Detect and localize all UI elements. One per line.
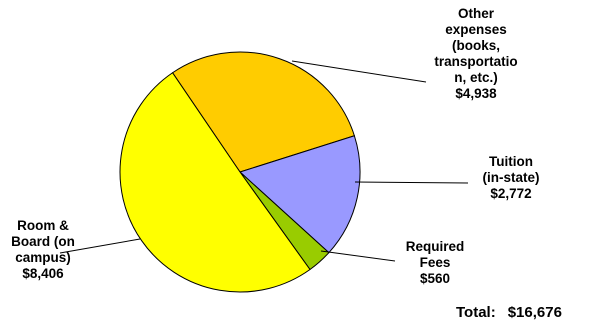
- total-amount: $16,676: [507, 304, 562, 321]
- label-other-expenses: Other expenses (books, transportatio n, …: [434, 6, 518, 101]
- label-room-board: Room & Board (on campus) $8,406: [11, 218, 75, 281]
- label-required-fees: Required Fees $560: [405, 239, 465, 286]
- label-tuition: Tuition (in-state) $2,772: [482, 154, 540, 201]
- leader-line-required-fees: [320, 250, 396, 262]
- slice-other-expenses: [171, 51, 356, 173]
- slice-tuition: [239, 135, 361, 254]
- total-text: Total:: [456, 304, 496, 321]
- slice-room-board: [119, 72, 311, 293]
- leader-line-other-expenses: [291, 60, 427, 83]
- total-label: Total: $16,676: [456, 304, 562, 321]
- leader-line-tuition: [354, 181, 469, 184]
- leader-line-room-board: [59, 238, 141, 254]
